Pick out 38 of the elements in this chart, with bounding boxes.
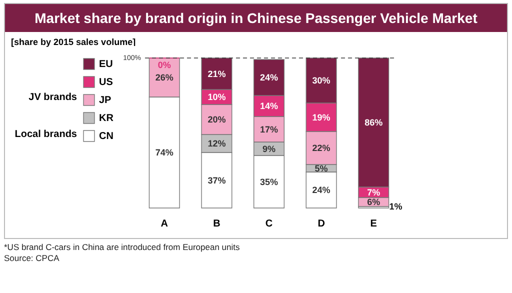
data-label: 17% bbox=[260, 124, 278, 134]
data-label: 12% bbox=[208, 138, 226, 148]
chart-subtitle: [share by 2015 sales volume] bbox=[11, 37, 137, 47]
data-label: 14% bbox=[260, 101, 278, 111]
data-label: 86% bbox=[364, 118, 383, 128]
data-label: 19% bbox=[312, 112, 330, 122]
data-label: 0% bbox=[158, 60, 171, 70]
data-label: 35% bbox=[260, 176, 278, 187]
data-label: 5% bbox=[314, 163, 328, 174]
data-label: 20% bbox=[208, 114, 226, 124]
data-label: 6% bbox=[367, 197, 380, 207]
x-tick-label: D bbox=[318, 218, 325, 230]
x-tick-label: A bbox=[160, 218, 168, 230]
legend-label: US bbox=[99, 77, 114, 88]
source-note: Source: CPCA bbox=[4, 253, 60, 264]
data-label: 10% bbox=[208, 92, 226, 102]
legend-label: EU bbox=[99, 59, 113, 70]
text: *US brand C-cars in China are introduced from European units bbox=[4, 242, 241, 253]
x-tick-label: E bbox=[370, 218, 378, 230]
x-tick-label: B bbox=[213, 218, 220, 230]
legend-label: CN bbox=[99, 131, 114, 142]
data-label: 24% bbox=[260, 72, 278, 82]
data-label: 24% bbox=[312, 185, 330, 195]
data-label: 7% bbox=[367, 187, 380, 198]
legend-label: JP bbox=[99, 95, 112, 106]
chart-title: Market share by brand origin in Chinese Passenger Vehicle Market bbox=[5, 4, 507, 32]
data-label: 1% bbox=[389, 201, 402, 212]
data-label: 22% bbox=[312, 143, 330, 153]
data-label: 30% bbox=[312, 76, 330, 86]
x-tick-label: C bbox=[265, 218, 273, 230]
data-label: 37% bbox=[208, 175, 226, 186]
data-label: 74% bbox=[155, 148, 174, 158]
data-label: 9% bbox=[262, 144, 276, 154]
data-label: 26% bbox=[155, 72, 174, 82]
legend-label: KR bbox=[99, 113, 114, 124]
text: JV brands bbox=[28, 92, 77, 103]
data-label: 21% bbox=[208, 68, 226, 79]
text: Local brands bbox=[14, 129, 77, 140]
